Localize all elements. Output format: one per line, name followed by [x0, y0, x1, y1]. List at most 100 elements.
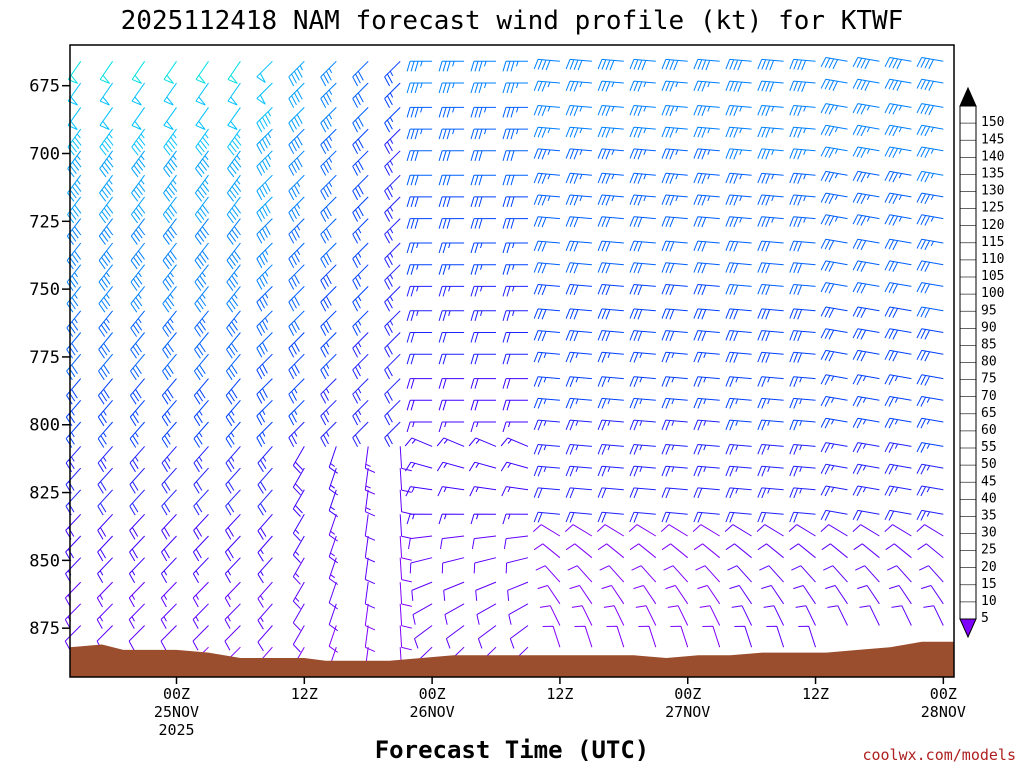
wind-barb	[224, 535, 241, 562]
wind-barb	[789, 126, 816, 138]
wind-barb	[533, 351, 560, 363]
wind-barb	[502, 353, 528, 365]
wind-barb	[820, 146, 848, 158]
wind-barb	[99, 150, 114, 178]
wind-barb	[99, 174, 114, 202]
chart-title: 2025112418 NAM forecast wind profile (kt…	[121, 6, 904, 36]
wind-barb	[256, 174, 273, 201]
wind-barb	[98, 242, 114, 270]
wind-barb	[597, 262, 624, 274]
wind-barb	[352, 332, 369, 358]
wind-barb	[661, 126, 688, 138]
wind-barb	[469, 486, 497, 497]
wind-barb	[693, 148, 720, 160]
wind-barb	[227, 61, 241, 84]
wind-barb	[661, 351, 688, 363]
wind-barb	[97, 446, 113, 473]
wind-barb	[225, 353, 241, 381]
wind-barb	[629, 543, 657, 559]
wind-barb	[629, 80, 656, 92]
wind-barb	[852, 238, 880, 251]
wind-barb	[256, 60, 273, 83]
wind-barb	[97, 513, 113, 540]
plot-area-frame	[69, 44, 955, 678]
wind-barb	[194, 218, 210, 245]
wind-barb	[97, 421, 113, 448]
wind-barb	[852, 192, 880, 205]
wind-barb	[725, 330, 752, 342]
wind-barb	[702, 625, 721, 648]
wind-barb	[163, 61, 177, 84]
wind-barb	[916, 417, 944, 429]
wind-barb	[129, 399, 145, 427]
wind-barb	[440, 535, 465, 549]
colorbar-label: 25	[981, 543, 997, 558]
wind-barb	[470, 174, 496, 186]
wind-barb	[597, 172, 624, 184]
y-tick-label: 700	[29, 144, 60, 164]
wind-barb	[502, 242, 528, 254]
wind-barb	[725, 284, 752, 296]
wind-barb	[66, 242, 82, 270]
wind-barb	[789, 543, 816, 559]
wind-barb	[852, 103, 880, 115]
credit-link[interactable]: coolwx.com/models	[862, 746, 1016, 764]
wind-barb	[97, 378, 113, 405]
wind-barb	[757, 397, 784, 409]
wind-barb	[533, 376, 560, 387]
colorbar-label: 110	[981, 252, 1004, 267]
wind-barb	[256, 399, 273, 426]
wind-barb	[725, 262, 752, 274]
wind-barb	[352, 286, 369, 312]
wind-barb	[884, 124, 912, 137]
wind-barb	[565, 351, 592, 363]
wind-barb	[399, 535, 412, 561]
wind-barb	[533, 105, 560, 117]
wind-barb	[661, 148, 688, 160]
wind-barb	[502, 150, 528, 161]
wind-barb	[66, 378, 82, 405]
wind-barb	[693, 376, 720, 387]
wind-barb	[292, 446, 305, 474]
wind-barb	[443, 581, 465, 601]
wind-barb	[129, 467, 145, 494]
wind-barb	[98, 353, 113, 381]
wind-barb	[193, 353, 209, 381]
wind-barb	[411, 581, 433, 601]
wind-barb	[789, 148, 816, 160]
wind-barb	[693, 240, 720, 252]
wind-barb	[533, 216, 560, 228]
wind-barb	[320, 60, 337, 87]
wind-barb	[129, 535, 145, 562]
wind-barb	[629, 308, 656, 320]
wind-barb	[699, 605, 721, 626]
wind-barb	[725, 308, 752, 320]
wind-barb	[565, 330, 592, 342]
wind-barb	[820, 57, 848, 70]
wind-barb	[916, 146, 944, 158]
wind-barb	[292, 467, 305, 496]
wind-barb	[193, 513, 209, 540]
wind-barb	[96, 603, 113, 629]
wind-barb	[667, 605, 689, 626]
wind-barb	[66, 332, 82, 359]
wind-barb	[852, 214, 880, 226]
wind-barb	[638, 625, 657, 648]
wind-barb	[502, 196, 528, 208]
wind-barb	[820, 524, 848, 537]
wind-barb	[502, 128, 528, 140]
wind-barb	[725, 126, 752, 138]
wind-barb	[288, 421, 305, 448]
wind-barb	[226, 286, 241, 313]
wind-barb	[597, 308, 624, 320]
wind-barb	[565, 487, 592, 499]
y-tick-label: 675	[29, 77, 60, 97]
wind-barb	[852, 509, 880, 521]
wind-barb	[533, 262, 560, 274]
wind-barb	[257, 535, 273, 562]
wind-barb	[352, 310, 369, 336]
wind-barb	[288, 353, 305, 380]
wind-barb	[661, 240, 688, 252]
wind-barb	[384, 196, 401, 222]
